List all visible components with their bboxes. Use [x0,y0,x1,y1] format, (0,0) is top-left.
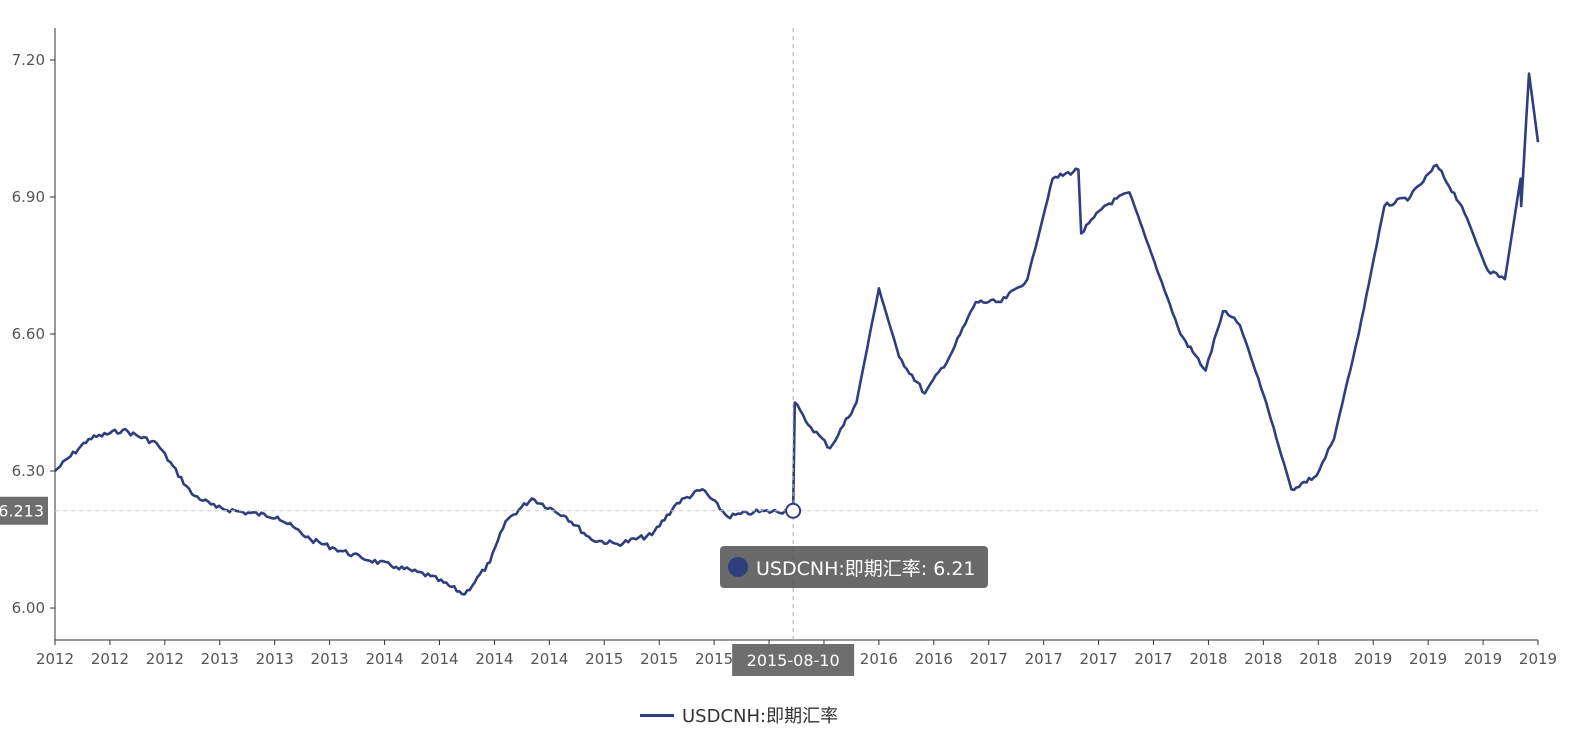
x-pointer-label: 2015-08-10 [747,651,840,670]
legend[interactable]: USDCNH:即期汇率 [640,702,838,728]
x-tick-label: 2017 [970,650,1008,668]
x-tick-label: 2012 [146,650,184,668]
x-tick-label: 2014 [420,650,458,668]
x-tick-label: 2014 [530,650,568,668]
x-pointer-label-box [732,644,855,676]
x-tick-label: 2012 [36,650,74,668]
x-tick-label: 2017 [1134,650,1172,668]
series-color-dot [728,557,748,577]
x-tick-label: 2015 [695,650,733,668]
x-tick-label: 2013 [256,650,294,668]
x-tick-label: 2012 [91,650,129,668]
y-pointer-label: 6.213 [0,502,44,521]
x-tick-label: 2019 [1354,650,1392,668]
tooltip: USDCNH:即期汇率: 6.21 [720,546,988,588]
x-tick-label: 2014 [475,650,513,668]
y-pointer-label-box [0,496,48,525]
x-tick-label: 2018 [1244,650,1282,668]
legend-swatch [640,713,674,717]
x-tick-label: 2019 [1409,650,1447,668]
x-tick-label: 2018 [1299,650,1337,668]
x-tick-label: 2015 [640,650,678,668]
x-tick-label: 2014 [365,650,403,668]
highlight-point [785,502,802,519]
y-tick-label: 6.90 [12,188,45,206]
x-tick-label: 2017 [1025,650,1063,668]
x-tick-label: 2018 [1189,650,1227,668]
x-tick-label: 2013 [311,650,349,668]
x-tick-label: 2013 [201,650,239,668]
x-tick-label: 2019 [1464,650,1502,668]
y-tick-label: 6.60 [12,325,45,343]
x-tick-label: 2015 [585,650,623,668]
y-tick-label: 7.20 [12,51,45,69]
y-tick-label: 6.30 [12,462,45,480]
x-tick-label: 2017 [1079,650,1117,668]
x-tick-label: 2019 [1519,650,1557,668]
x-tick-label: 2016 [860,650,898,668]
tooltip-text: USDCNH:即期汇率: 6.21 [756,557,976,580]
legend-label: USDCNH:即期汇率 [682,706,839,727]
x-tick-label: 2016 [915,650,953,668]
y-tick-label: 6.00 [12,599,45,617]
series-line [54,72,1540,596]
